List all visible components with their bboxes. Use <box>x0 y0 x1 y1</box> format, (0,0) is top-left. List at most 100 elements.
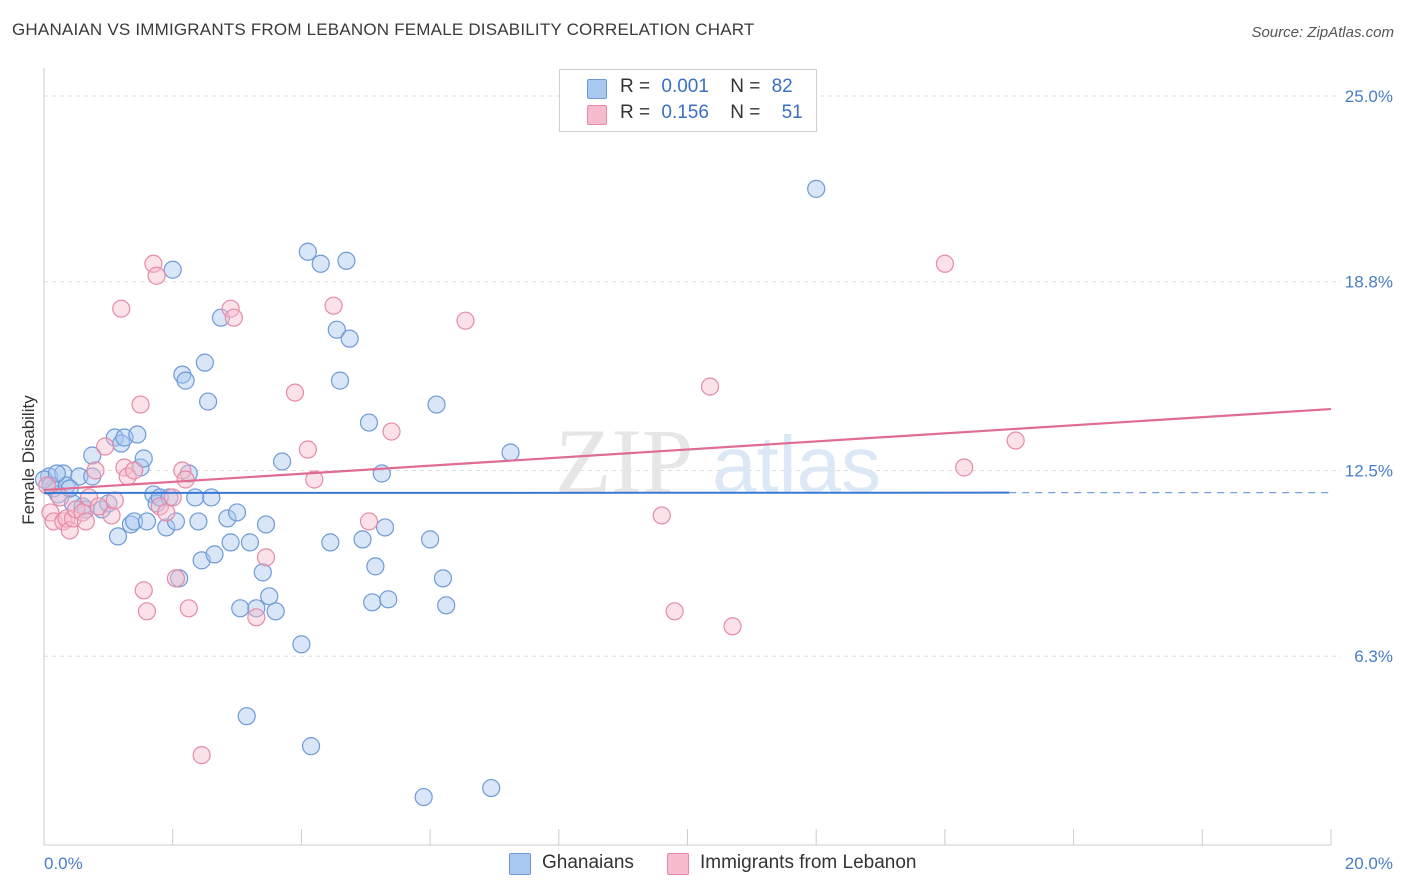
data-point <box>305 470 324 489</box>
legend-row-ghanaians: R = 0.001 N = 82 <box>560 76 816 100</box>
data-point <box>112 299 131 318</box>
data-point <box>224 308 243 327</box>
data-point <box>202 488 221 507</box>
data-point <box>266 602 285 621</box>
x-tick-label-min: 0.0% <box>44 854 83 873</box>
data-point <box>76 512 95 531</box>
data-point <box>353 530 372 549</box>
data-point <box>247 608 266 627</box>
data-point <box>50 488 70 507</box>
axes <box>43 68 1332 846</box>
legend-r-label: R = <box>620 102 651 123</box>
data-point <box>166 569 186 588</box>
data-point <box>260 587 279 606</box>
data-point <box>195 353 214 372</box>
data-point <box>176 371 195 390</box>
data-point <box>38 476 57 495</box>
data-point <box>221 533 240 552</box>
data-point <box>134 449 153 468</box>
bottom-legend-swatch-pink <box>667 853 689 875</box>
data-point <box>253 563 272 582</box>
watermark: ZIP atlas <box>555 410 881 512</box>
data-point <box>652 506 671 525</box>
data-point <box>337 251 356 270</box>
x-tick-label-max: 20.0% <box>1345 854 1393 873</box>
data-point <box>105 491 124 510</box>
data-point <box>131 395 150 414</box>
data-point <box>102 506 121 525</box>
data-point <box>60 521 79 540</box>
legend-n-label: N = <box>730 76 761 97</box>
data-point <box>324 296 343 315</box>
y-tick-label: 25.0% <box>1345 87 1393 106</box>
data-point <box>935 254 955 273</box>
data-point <box>437 596 456 615</box>
gridlines <box>44 95 1341 657</box>
data-point <box>382 422 401 441</box>
data-point <box>176 470 195 489</box>
legend-n-label: N = <box>730 102 761 123</box>
data-point <box>237 707 256 726</box>
legend: R = 0.001 N = 82 R = 0.156 N = 51 <box>559 69 817 132</box>
data-point <box>379 590 398 609</box>
data-point <box>292 635 311 654</box>
data-point <box>665 602 684 621</box>
data-point <box>137 512 157 531</box>
data-point <box>456 311 475 330</box>
data-point <box>227 503 247 522</box>
data-point <box>807 179 826 198</box>
data-point <box>298 242 317 261</box>
y-axis-label: Female Disability <box>19 395 38 525</box>
source-label: Source: ZipAtlas.com <box>1251 24 1394 41</box>
trend-lines <box>43 407 1332 494</box>
data-point <box>47 464 66 483</box>
data-point <box>375 518 395 537</box>
data-point <box>96 437 115 456</box>
data-point <box>285 383 305 402</box>
legend-r-value: 0.156 <box>661 102 709 123</box>
data-point <box>124 512 144 531</box>
data-point <box>321 533 340 552</box>
data-point <box>198 392 218 411</box>
data-point <box>163 260 182 279</box>
y-tick-label: 18.8% <box>1345 273 1393 292</box>
bottom-legend-label-ghanaians: Ghanaians <box>542 852 634 873</box>
legend-n-value: 51 <box>781 102 803 123</box>
data-point <box>256 515 276 534</box>
data-point <box>137 602 157 621</box>
data-point <box>359 413 379 432</box>
legend-swatch-blue <box>587 79 607 99</box>
watermark-atlas: atlas <box>712 420 881 509</box>
legend-swatch-pink <box>587 105 607 125</box>
data-point <box>147 266 166 285</box>
trend-line-lebanon <box>43 407 1332 492</box>
data-point <box>179 599 198 618</box>
data-point <box>134 581 153 600</box>
data-point <box>363 593 382 612</box>
data-point <box>128 425 147 444</box>
data-point <box>89 497 108 516</box>
data-point <box>421 530 440 549</box>
data-point <box>189 512 208 531</box>
data-point <box>240 533 260 552</box>
data-point <box>301 737 321 756</box>
data-point <box>86 461 105 480</box>
legend-r-value: 0.001 <box>661 76 709 97</box>
data-point <box>359 512 379 531</box>
bottom-legend-swatch-blue <box>509 853 531 875</box>
data-point <box>327 320 346 339</box>
data-point <box>108 527 128 546</box>
data-point <box>501 443 520 462</box>
bottom-legend-label-lebanon: Immigrants from Lebanon <box>700 852 917 873</box>
series-lebanon <box>38 254 1025 765</box>
data-point <box>231 599 250 618</box>
data-point <box>272 452 292 471</box>
data-point <box>144 254 163 273</box>
y-tick-label: 6.3% <box>1354 647 1393 666</box>
data-point <box>366 557 385 576</box>
data-point <box>157 518 176 537</box>
data-point <box>414 787 433 807</box>
data-point <box>157 503 176 522</box>
data-point <box>124 461 144 480</box>
